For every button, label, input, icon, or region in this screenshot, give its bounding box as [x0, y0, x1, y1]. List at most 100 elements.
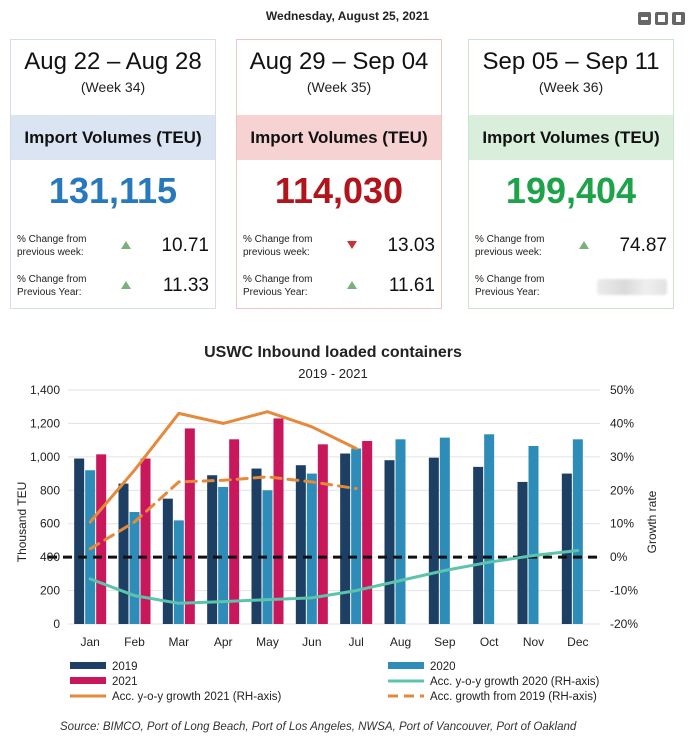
x-tick-label: May	[256, 635, 279, 649]
change-value: 11.61	[388, 275, 435, 296]
card-date-range: Aug 22 – Aug 28	[24, 48, 202, 75]
chart-title: USWC Inbound loaded containers	[204, 344, 462, 361]
window-controls	[638, 12, 685, 25]
card-band: Import Volumes (TEU)	[237, 115, 441, 160]
legend-label: 2019	[112, 661, 138, 673]
bar-2020	[351, 448, 362, 624]
x-tick-label: Jul	[348, 635, 363, 649]
bar-2019	[295, 465, 306, 624]
bar-2020	[395, 439, 406, 624]
legend-label: 2020	[430, 661, 456, 673]
change-label: % Change from Previous Year:	[17, 274, 87, 298]
trash-icon[interactable]	[672, 12, 685, 25]
arrow-down-icon	[347, 241, 357, 249]
legend-swatch	[70, 662, 106, 669]
card-date-range: Sep 05 – Sep 11	[482, 48, 660, 75]
arrow-up-icon	[579, 241, 589, 249]
minimize-icon[interactable]	[638, 12, 651, 25]
import-volume-value: 114,030	[274, 170, 404, 211]
y2-tick-label: 0%	[610, 550, 628, 564]
x-tick-label: Apr	[214, 635, 233, 649]
y-tick-label: 600	[40, 517, 60, 531]
change-value: 10.71	[161, 235, 209, 256]
line-Acc. y-o-y growth 2021 (RH-axis)	[88, 410, 358, 524]
bar-2019	[428, 457, 439, 624]
bar-2019	[340, 453, 351, 624]
legend-swatch	[70, 677, 106, 684]
x-tick-label: Nov	[523, 635, 544, 649]
bar-2019	[473, 466, 484, 624]
import-volume-value: 131,115	[48, 170, 178, 211]
chart-container: USWC Inbound loaded containers 2019 - 20…	[0, 330, 695, 744]
y2-tick-label: -10%	[610, 584, 638, 598]
y-tick-label: 200	[40, 584, 60, 598]
x-tick-label: Jan	[80, 635, 99, 649]
y2-tick-label: -20%	[610, 617, 638, 631]
x-tick-label: Oct	[480, 635, 499, 649]
maximize-icon[interactable]	[655, 12, 668, 25]
week-34-card: Aug 22 – Aug 28 (Week 34) Import Volumes…	[10, 39, 216, 309]
bar-2020	[306, 473, 317, 624]
y2-tick-label: 20%	[610, 483, 634, 497]
bar-2019	[384, 460, 395, 624]
y-axis-label: Thousand TEU	[15, 482, 29, 563]
bar-2019	[251, 468, 262, 624]
axes: 0 200 400 600 800 1,000 1,200 1,400 -20% -10% 0% 10…	[30, 383, 638, 649]
y2-tick-label: 50%	[610, 383, 634, 397]
bar-2019	[118, 483, 129, 624]
uswc-chart: USWC Inbound loaded containers 2019 - 20…	[15, 344, 659, 733]
y-tick-label: 800	[40, 483, 60, 497]
legend-label: Acc. growth from 2019 (RH-axis)	[430, 691, 597, 703]
bar-2020	[572, 439, 583, 624]
y-tick-label: 1,400	[30, 383, 60, 397]
bar-2020	[439, 437, 450, 624]
change-value: 74.87	[619, 235, 667, 256]
x-tick-label: Aug	[390, 635, 411, 649]
bar-2020	[484, 434, 495, 624]
x-tick-label: Sep	[434, 635, 456, 649]
card-week: (Week 36)	[538, 79, 604, 95]
bar-2020	[218, 486, 229, 624]
bar-2021	[229, 439, 240, 624]
week-36-card: Sep 05 – Sep 11 (Week 36) Import Volumes…	[468, 39, 674, 309]
arrow-up-icon	[121, 241, 131, 249]
bar-2020	[262, 490, 273, 624]
bars	[74, 418, 583, 624]
y-tick-label: 1,200	[30, 416, 60, 430]
change-row-week: % Change from previous week: 74.87	[475, 233, 667, 265]
line-Acc. y-o-y growth 2020 (RH-axis)	[88, 549, 580, 605]
bar-2019	[561, 473, 572, 624]
bar-2019	[207, 475, 218, 624]
y2-axis-label: Growth rate	[645, 490, 659, 553]
line-Acc. growth from 2019 (RH-axis)	[88, 475, 358, 551]
y2-tick-label: 10%	[610, 517, 634, 531]
bar-2020	[528, 445, 539, 624]
bar-2021	[362, 440, 373, 624]
change-row-week: % Change from previous week: 10.71	[17, 233, 209, 265]
chart-source: Source: BIMCO, Port of Long Beach, Port …	[60, 721, 577, 733]
page-date: Wednesday, August 25, 2021	[265, 9, 430, 23]
change-row-year: % Change from Previous Year: 11.33	[17, 273, 209, 305]
bar-2021	[96, 454, 107, 624]
bar-2019	[162, 498, 173, 624]
card-band: Import Volumes (TEU)	[11, 115, 215, 160]
legend-swatch	[388, 662, 424, 669]
import-volume-value: 199,404	[505, 170, 637, 211]
y2-tick-label: 30%	[610, 450, 634, 464]
legend-label: Acc. y-o-y growth 2020 (RH-axis)	[430, 676, 600, 688]
x-tick-label: Dec	[567, 635, 588, 649]
growth-lines	[48, 410, 602, 605]
x-tick-label: Feb	[124, 635, 145, 649]
change-label: % Change from Previous Year:	[475, 274, 545, 298]
legend: 2019 2020 2021 Acc. y-o-y growth 2020 (RH-a…	[70, 661, 600, 703]
week-35-card: Aug 29 – Sep 04 (Week 35) Import Volumes…	[236, 39, 442, 309]
y-tick-label: 1,000	[30, 450, 60, 464]
card-week: (Week 34)	[80, 79, 146, 95]
obscured-value	[597, 279, 667, 295]
bar-2021	[317, 444, 328, 624]
card-date-range: Aug 29 – Sep 04	[249, 48, 429, 75]
bar-2020	[173, 520, 184, 624]
y-tick-label: 0	[53, 617, 60, 631]
change-label: % Change from previous week:	[243, 234, 313, 258]
card-band: Import Volumes (TEU)	[469, 115, 673, 160]
